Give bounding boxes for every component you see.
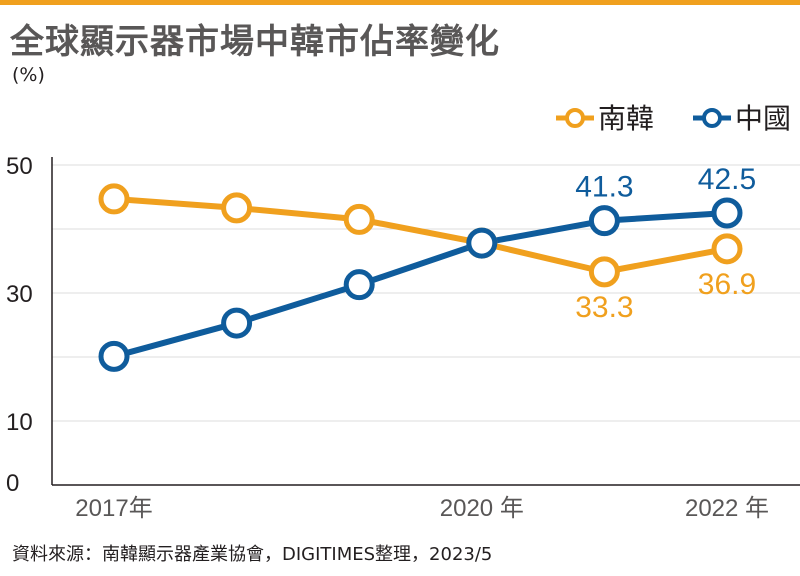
data-point <box>588 205 620 237</box>
legend-swatch-marker <box>565 108 585 128</box>
legend-label: 中國 <box>735 102 791 135</box>
legend-label: 南韓 <box>598 102 654 135</box>
data-point <box>466 227 498 259</box>
data-point <box>711 197 743 229</box>
x-tick-label: 2017年 <box>75 495 152 522</box>
y-tick-label: 30 <box>6 281 33 308</box>
y-tick-label: 50 <box>6 153 33 180</box>
data-label: 42.5 <box>698 163 756 196</box>
y-axis-unit: (%) <box>12 64 45 86</box>
source-note: 資料來源：南韓顯示器產業協會，DIGITIMES整理，2023/5 <box>12 544 493 565</box>
top-accent-bar <box>0 0 800 5</box>
y-tick-label: 0 <box>6 470 19 497</box>
x-tick-label: 2022 年 <box>685 495 769 522</box>
chart-title: 全球顯示器市場中韓市佔率變化 <box>10 22 500 62</box>
y-tick-label: 10 <box>6 409 33 436</box>
data-point <box>711 233 743 265</box>
data-label: 36.9 <box>698 268 756 301</box>
data-point <box>98 183 130 215</box>
data-point <box>343 203 375 235</box>
x-tick-label: 2020 年 <box>440 495 524 522</box>
data-point <box>588 256 620 288</box>
legend-swatch-marker <box>702 108 722 128</box>
data-point <box>221 192 253 224</box>
series-line-korea <box>111 195 730 275</box>
data-label: 41.3 <box>575 171 633 204</box>
series-line-china <box>111 210 730 360</box>
data-point <box>221 307 253 339</box>
data-point <box>98 340 130 372</box>
data-label: 33.3 <box>575 291 633 324</box>
data-point <box>343 269 375 301</box>
